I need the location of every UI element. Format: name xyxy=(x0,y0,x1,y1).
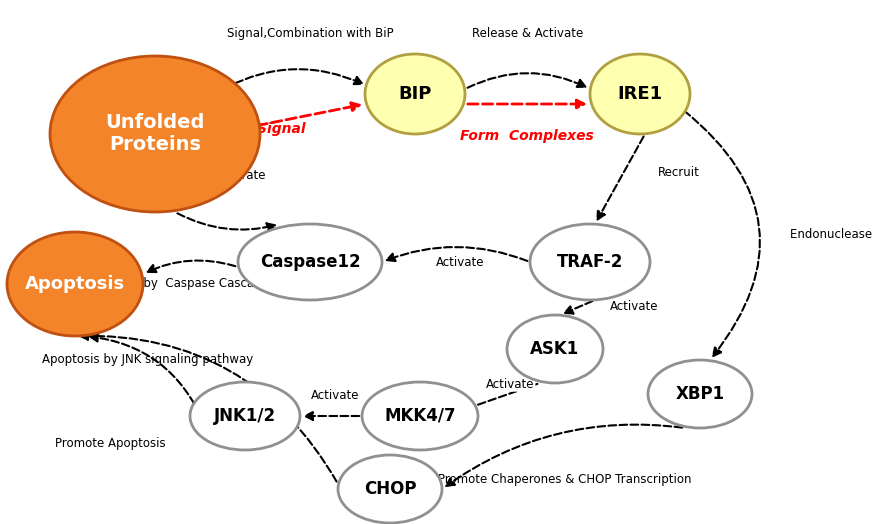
Text: Promote Chaperones & CHOP Transcription: Promote Chaperones & CHOP Transcription xyxy=(438,473,692,486)
Text: Form  Complexes: Form Complexes xyxy=(460,129,594,143)
Text: TRAF-2: TRAF-2 xyxy=(556,253,623,271)
Text: Unfolded
Proteins: Unfolded Proteins xyxy=(105,114,205,155)
Ellipse shape xyxy=(507,315,603,383)
Text: Endonuclease & Activate: Endonuclease & Activate xyxy=(790,227,875,241)
Ellipse shape xyxy=(190,382,300,450)
Ellipse shape xyxy=(238,224,382,300)
Text: Activate: Activate xyxy=(436,256,484,268)
Text: Apoptosis: Apoptosis xyxy=(24,275,125,293)
Text: MKK4/7: MKK4/7 xyxy=(384,407,456,425)
Ellipse shape xyxy=(648,360,752,428)
Ellipse shape xyxy=(590,54,690,134)
Text: Activate: Activate xyxy=(311,389,360,402)
Text: JNK1/2: JNK1/2 xyxy=(214,407,276,425)
Text: XBP1: XBP1 xyxy=(676,385,724,403)
Ellipse shape xyxy=(362,382,478,450)
Ellipse shape xyxy=(7,232,143,336)
Text: Apoptosis by JNK signaling pathway: Apoptosis by JNK signaling pathway xyxy=(42,353,254,366)
Text: IRE1: IRE1 xyxy=(618,85,662,103)
Text: BIP: BIP xyxy=(398,85,431,103)
Text: Activate: Activate xyxy=(610,300,659,312)
Text: Promote Apoptosis: Promote Apoptosis xyxy=(54,438,165,451)
Text: Signal & Activate: Signal & Activate xyxy=(164,169,266,182)
Text: Signal,Combination with BiP: Signal,Combination with BiP xyxy=(227,27,394,40)
Ellipse shape xyxy=(365,54,465,134)
Ellipse shape xyxy=(50,56,260,212)
Text: ASK1: ASK1 xyxy=(530,340,579,358)
Text: Caspase12: Caspase12 xyxy=(260,253,360,271)
Ellipse shape xyxy=(338,455,442,523)
Text: Release & Activate: Release & Activate xyxy=(473,27,584,40)
Text: No Signal: No Signal xyxy=(231,122,305,136)
Ellipse shape xyxy=(530,224,650,300)
Text: Apoptosis by  Caspase Cascade: Apoptosis by Caspase Cascade xyxy=(81,278,269,290)
Text: Recruit: Recruit xyxy=(658,166,700,179)
Text: Activate: Activate xyxy=(486,377,535,390)
Text: CHOP: CHOP xyxy=(364,480,416,498)
